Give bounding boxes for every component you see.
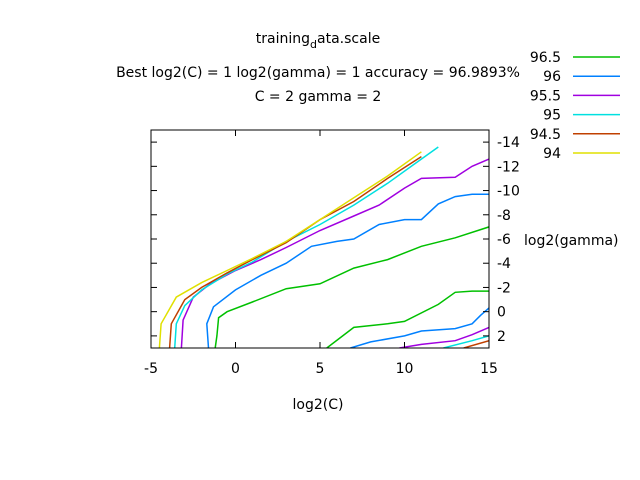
plot-frame bbox=[150, 129, 490, 349]
chart-title-line1: trainingdata.scale bbox=[256, 31, 380, 51]
legend-label-94: 94 bbox=[543, 146, 561, 162]
y-axis-label: log2(gamma) bbox=[524, 233, 619, 249]
y-tick-label: -2 bbox=[497, 280, 511, 296]
x-tick-label: -5 bbox=[144, 361, 158, 377]
y-tick-label: -4 bbox=[497, 256, 511, 272]
contour-96.5-segment-2 bbox=[326, 290, 489, 348]
y-tick-label: 0 bbox=[497, 305, 506, 321]
x-tick-label: 0 bbox=[231, 361, 240, 377]
y-tick-label: -14 bbox=[497, 135, 520, 151]
y-tick-label: -10 bbox=[497, 184, 520, 200]
chart-title-line2: Best log2(C) = 1 log2(gamma) = 1 accurac… bbox=[116, 65, 520, 81]
legend-label-96.5: 96.5 bbox=[530, 50, 561, 66]
x-tick-label: 10 bbox=[396, 361, 414, 377]
chart-title-line3: C = 2 gamma = 2 bbox=[255, 89, 382, 105]
contour-94-segment-1 bbox=[158, 151, 422, 348]
x-tick-label: 15 bbox=[480, 361, 498, 377]
contour-95-segment-1 bbox=[173, 146, 439, 348]
contour-95-segment-2 bbox=[443, 335, 489, 348]
legend-label-96: 96 bbox=[543, 69, 561, 85]
y-tick-label: 2 bbox=[497, 329, 506, 345]
contour-95.5-segment-1 bbox=[180, 158, 489, 348]
contour-95.5-segment-2 bbox=[399, 326, 489, 348]
x-tick-label: 5 bbox=[316, 361, 325, 377]
y-tick-label: -6 bbox=[497, 232, 511, 248]
x-axis-label: log2(C) bbox=[293, 397, 344, 413]
contour-94.5-segment-1 bbox=[168, 155, 422, 348]
contour-96.5-segment-1 bbox=[214, 226, 489, 348]
legend-label-94.5: 94.5 bbox=[530, 127, 561, 143]
contour-94.5-segment-2 bbox=[463, 339, 489, 348]
y-tick-label: -8 bbox=[497, 208, 511, 224]
legend-label-95.5: 95.5 bbox=[530, 88, 561, 104]
y-tick-label: -12 bbox=[497, 159, 520, 175]
contour-96-segment-2 bbox=[350, 307, 489, 348]
legend-label-95: 95 bbox=[543, 108, 561, 124]
contour-96-segment-1 bbox=[206, 193, 489, 348]
